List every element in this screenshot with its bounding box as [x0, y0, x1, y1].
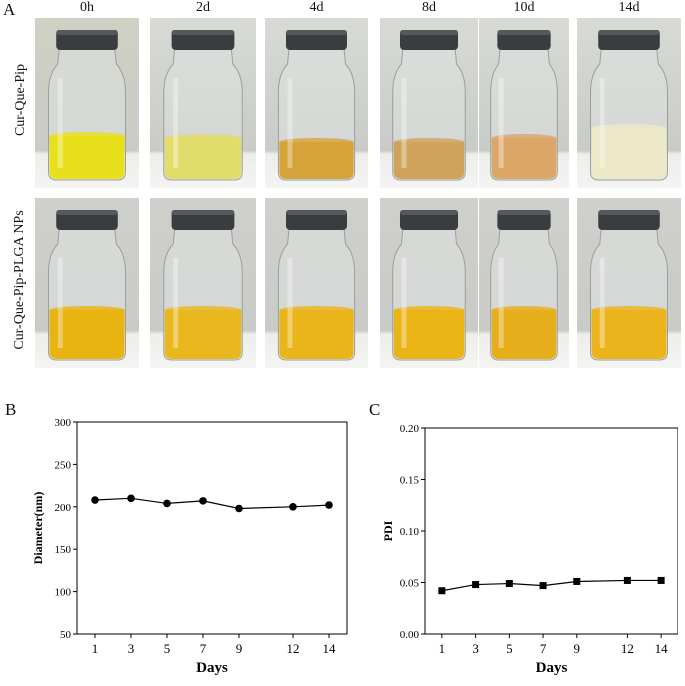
y-tick-label: 50: [60, 629, 72, 641]
data-point: [539, 582, 547, 590]
x-tick-label: 9: [236, 641, 243, 656]
y-tick-label: 0.00: [400, 629, 420, 641]
x-tick-label: 5: [164, 641, 171, 656]
data-point: [623, 576, 631, 584]
time-label: 0h: [80, 0, 94, 15]
vial-photo: [35, 18, 139, 188]
x-tick-label: 7: [200, 641, 207, 656]
row-label-cur-que-pip-plga-nps: Cur-Que-Pip-PLGA NPs: [12, 210, 27, 350]
y-tick-label: 150: [55, 544, 72, 556]
vial-photo: [479, 198, 569, 368]
vial-photo: [577, 18, 681, 188]
vial-photo: [265, 18, 368, 188]
time-label: 8d: [422, 0, 436, 15]
panel-letter-c: C: [369, 400, 381, 419]
time-label: 4d: [309, 0, 324, 15]
x-tick-label: 1: [92, 641, 99, 656]
vial-photo: [265, 198, 368, 368]
y-tick-label: 250: [55, 459, 72, 471]
data-point: [573, 577, 581, 585]
x-tick-label: 12: [287, 641, 300, 656]
panel-letter-a: A: [3, 0, 16, 19]
x-tick-label: 5: [506, 641, 513, 656]
vial-photo: [150, 18, 256, 188]
data-point: [438, 587, 446, 595]
y-axis-label: PDI: [381, 520, 395, 541]
data-point: [289, 503, 297, 511]
pdi-chart: 0.00 0.05 0.10 0.15 0.20 1 3 5 7 9 12 14 Days PDI: [381, 423, 678, 676]
vial-photo: [479, 18, 569, 188]
vial-photo: [35, 198, 139, 368]
data-point: [199, 497, 207, 505]
y-axis-label: Diameter(nm): [31, 492, 45, 565]
time-label: 14d: [618, 0, 640, 15]
y-tick-label: 300: [55, 417, 72, 429]
x-tick-label: 7: [540, 641, 547, 656]
data-point: [657, 576, 665, 584]
x-tick-label: 14: [655, 641, 669, 656]
y-tick-label: 200: [55, 502, 72, 514]
vial-photo: [150, 198, 256, 368]
x-axis-label: Days: [536, 660, 568, 676]
data-point: [505, 580, 513, 588]
y-tick-label: 0.20: [400, 423, 420, 435]
data-point: [127, 494, 135, 503]
diameter-chart: 50 100 150 200 250 300 1 3 5 7 9 12 14 Days Diameter(n…: [31, 417, 348, 676]
data-point: [91, 496, 99, 504]
x-tick-label: 3: [128, 641, 135, 656]
plot-frame: [424, 427, 678, 635]
x-tick-label: 3: [472, 641, 479, 656]
x-tick-label: 9: [574, 641, 581, 656]
y-tick-label: 0.05: [400, 578, 420, 590]
time-label: 2d: [196, 0, 210, 15]
time-label: 10d: [513, 0, 535, 15]
vial-photo: [577, 198, 681, 368]
vial-photo: [380, 18, 478, 188]
plot-frame: [76, 421, 348, 635]
data-point: [163, 499, 171, 508]
x-tick-label: 1: [439, 641, 446, 656]
data-point: [235, 504, 243, 513]
data-point: [325, 501, 333, 509]
data-point: [472, 581, 480, 589]
y-tick-label: 100: [55, 587, 72, 599]
y-tick-label: 0.10: [400, 526, 420, 538]
x-tick-label: 14: [323, 641, 337, 656]
x-axis-label: Days: [196, 660, 228, 676]
y-tick-label: 0.15: [400, 475, 420, 487]
panel-letter-b: B: [5, 400, 17, 419]
x-tick-label: 12: [621, 641, 634, 656]
row-label-cur-que-pip: Cur-Que-Pip: [13, 63, 28, 137]
vial-photo: [380, 198, 478, 368]
